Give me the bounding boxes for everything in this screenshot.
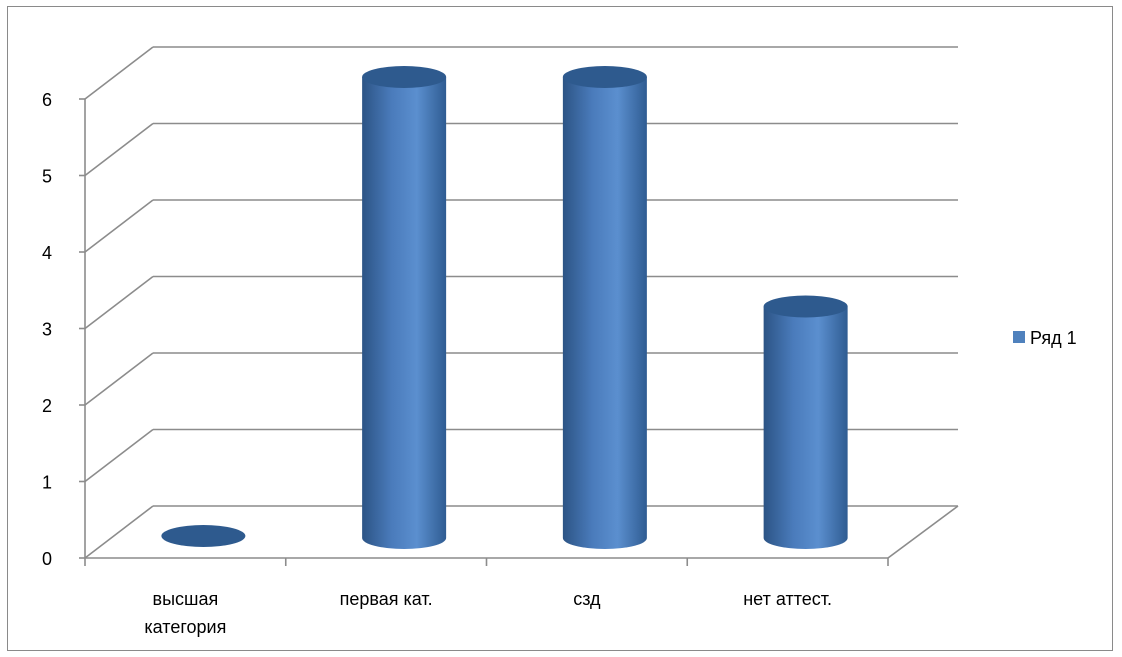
gridline-depth bbox=[84, 505, 154, 559]
gridline-depth bbox=[84, 122, 154, 177]
bar-top bbox=[362, 66, 447, 88]
bar-3 bbox=[562, 66, 647, 549]
x-tick-label: категория bbox=[144, 617, 226, 637]
gridline-depth bbox=[84, 352, 154, 406]
gridline-depth bbox=[84, 46, 154, 100]
legend: Ряд 1 bbox=[1013, 328, 1077, 348]
y-tick-label: 0 bbox=[42, 549, 52, 569]
y-tick-label: 6 bbox=[42, 90, 52, 110]
y-tick-label: 3 bbox=[42, 320, 52, 340]
bar-body bbox=[763, 306, 848, 549]
legend-swatch bbox=[1013, 331, 1025, 343]
floor-edge bbox=[887, 505, 959, 559]
bar-body bbox=[362, 77, 447, 549]
bars bbox=[161, 66, 848, 549]
axes bbox=[79, 98, 889, 566]
bar-body bbox=[562, 77, 647, 549]
x-tick-label: первая кат. bbox=[340, 589, 433, 609]
bar-top bbox=[161, 525, 246, 547]
y-tick-label: 5 bbox=[42, 167, 52, 187]
x-tick-label: высшая bbox=[153, 589, 219, 609]
labels: 0 1 2 3 4 5 6 высшая категория первая кат. сзд нет … bbox=[42, 90, 832, 637]
bar-top bbox=[763, 295, 848, 318]
gridline-depth bbox=[84, 428, 154, 483]
bar-top bbox=[562, 66, 647, 88]
gridline-depth bbox=[84, 199, 154, 253]
bar-1 bbox=[161, 525, 246, 547]
legend-label-series-1: Ряд 1 bbox=[1030, 328, 1077, 348]
bar-4 bbox=[763, 295, 848, 549]
y-tick-label: 2 bbox=[42, 396, 52, 416]
x-tick-label: сзд bbox=[573, 589, 601, 609]
y-tick-label: 1 bbox=[42, 473, 52, 493]
bar-2 bbox=[362, 66, 447, 549]
y-tick-label: 4 bbox=[42, 243, 52, 263]
x-tick-label: нет аттест. bbox=[743, 589, 832, 609]
gridline-depth bbox=[84, 275, 154, 330]
